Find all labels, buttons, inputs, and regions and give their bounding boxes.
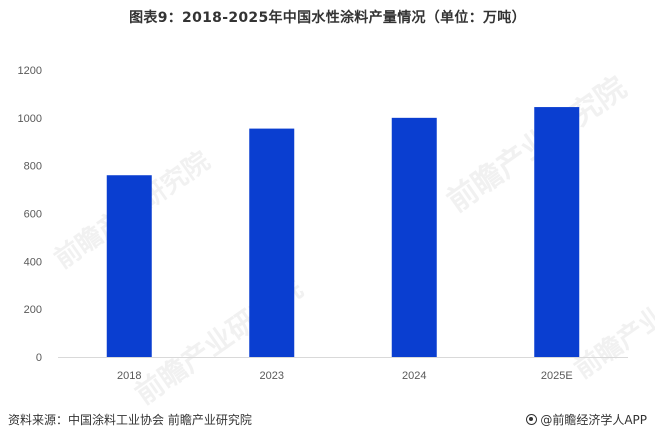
credit: @前瞻经济学人APP [526, 411, 647, 428]
x-tick-label: 2025E [541, 370, 573, 382]
footer: 资料来源：中国涂料工业协会 前瞻产业研究院 @前瞻经济学人APP [0, 405, 655, 438]
y-tick-label: 0 [36, 352, 42, 364]
bar-2025E [534, 107, 580, 357]
bar-2023 [249, 128, 295, 357]
x-tick-label: 2024 [402, 370, 426, 382]
x-tick-label: 2023 [260, 370, 284, 382]
y-tick-label: 1200 [18, 65, 42, 77]
y-axis-ticks: 0 200 400 600 800 1000 1200 [18, 65, 42, 364]
y-tick-label: 800 [24, 161, 42, 173]
source-note: 资料来源：中国涂料工业协会 前瞻产业研究院 [8, 413, 252, 427]
y-tick-label: 400 [24, 256, 42, 268]
credit-label: @前瞻经济学人APP [540, 413, 647, 427]
y-tick-label: 600 [24, 209, 42, 221]
weibo-icon [526, 414, 538, 425]
x-axis-ticks: 2018 2023 2024 2025E [117, 370, 573, 382]
x-tick-label: 2018 [117, 370, 141, 382]
bar-2024 [391, 117, 437, 357]
y-tick-label: 1000 [18, 113, 42, 125]
y-tick-label: 200 [24, 304, 42, 316]
bar-2018 [106, 175, 152, 357]
bar-chart: 0 200 400 600 800 1000 1200 2018 2023 2024 2025E [18, 65, 628, 382]
chart-title: 图表9：2018-2025年中国水性涂料产量情况（单位：万吨） [129, 10, 526, 26]
bars [106, 107, 580, 357]
